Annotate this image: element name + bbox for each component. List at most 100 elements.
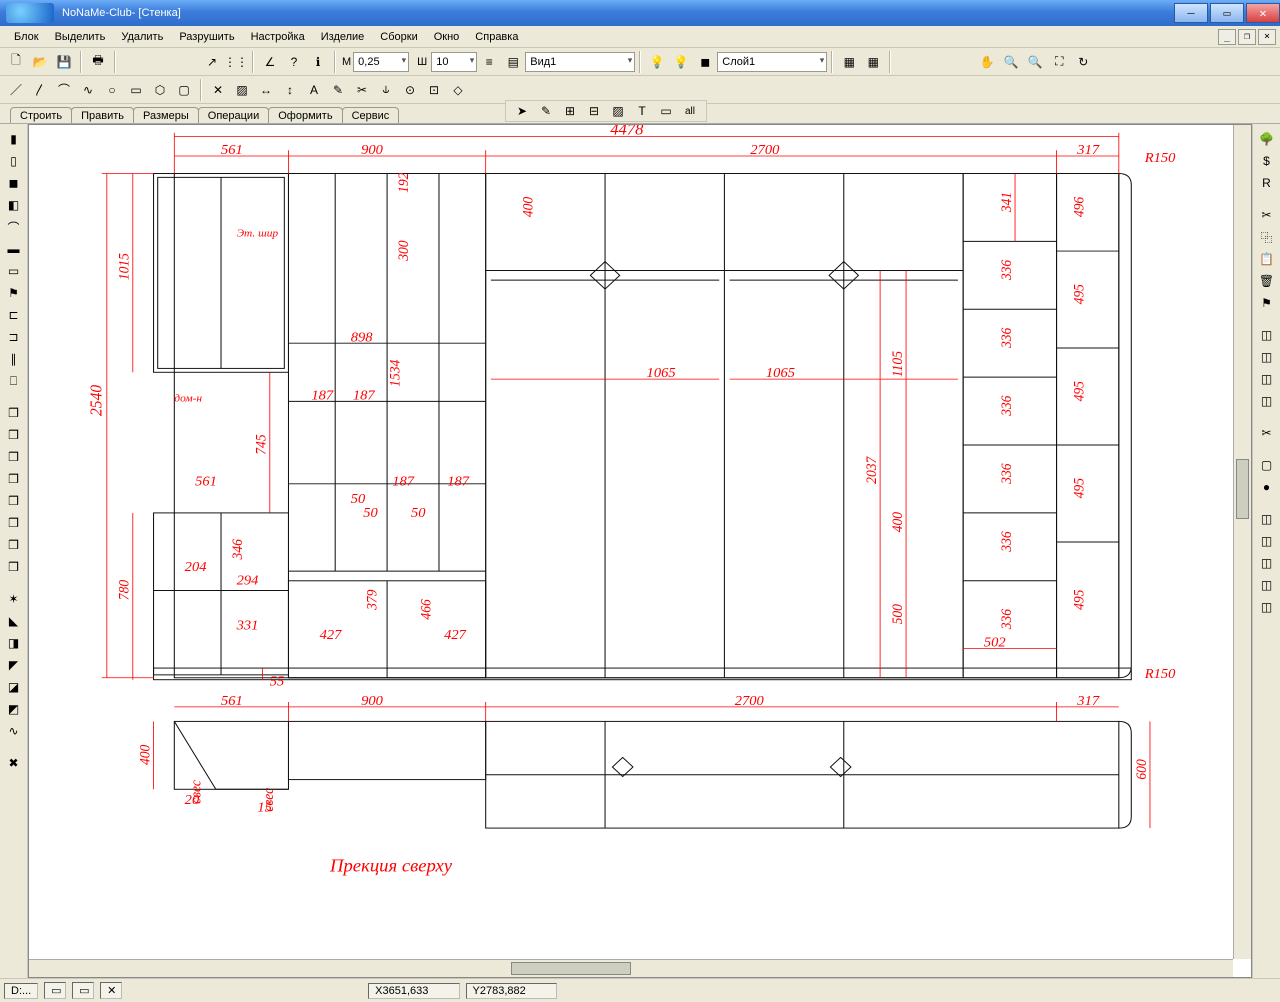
menu-destroy[interactable]: Разрушить — [171, 29, 242, 45]
tab-format[interactable]: Оформить — [268, 107, 342, 123]
tab-service[interactable]: Сервис — [342, 107, 400, 123]
flag-icon[interactable]: ⚑ — [3, 283, 25, 303]
r-sq-icon[interactable]: ▢ — [1256, 455, 1278, 475]
bulb-on-icon[interactable]: 💡 — [646, 51, 668, 73]
panel2-icon[interactable]: ▯ — [3, 151, 25, 171]
tri1-icon[interactable]: ◣ — [3, 611, 25, 631]
help-icon[interactable]: ? — [283, 51, 305, 73]
snap-icon[interactable]: ⊙ — [399, 79, 421, 101]
r-i5-icon[interactable]: ◫ — [1256, 509, 1278, 529]
task-chip[interactable]: D:... — [4, 983, 38, 999]
horizontal-scrollbar[interactable] — [29, 959, 1233, 977]
text-select-icon[interactable]: T — [631, 100, 653, 122]
box3d8-icon[interactable]: ❒ — [3, 557, 25, 577]
plus-select-icon[interactable]: ⊞ — [559, 100, 581, 122]
snap2-icon[interactable]: ⊡ — [423, 79, 445, 101]
w-combo[interactable]: 10 — [431, 52, 477, 72]
mdi-close-button[interactable]: × — [1258, 29, 1276, 45]
menu-select[interactable]: Выделить — [47, 29, 114, 45]
hatch-icon[interactable]: ▨ — [231, 79, 253, 101]
hatch-select-icon[interactable]: ▨ — [607, 100, 629, 122]
menu-block[interactable]: Блок — [6, 29, 47, 45]
dim2-icon[interactable]: ↕ — [279, 79, 301, 101]
r-del-icon[interactable]: 🗑 — [1256, 271, 1278, 291]
text-icon[interactable]: A — [303, 79, 325, 101]
bulb-off-icon[interactable]: 💡 — [670, 51, 692, 73]
edge-icon[interactable]: ∥ — [3, 349, 25, 369]
vertical-scrollbar[interactable] — [1233, 125, 1251, 959]
r-flag-icon[interactable]: ⚑ — [1256, 293, 1278, 313]
all-select-button[interactable]: all — [679, 100, 701, 122]
r-scissors-icon[interactable]: ✂ — [1256, 423, 1278, 443]
box3d5-icon[interactable]: ❒ — [3, 491, 25, 511]
sq2-icon[interactable]: ◪ — [3, 677, 25, 697]
drawer-icon[interactable]: ▭ — [3, 261, 25, 281]
view-combo[interactable]: Вид1 — [525, 52, 635, 72]
menu-assemblies[interactable]: Сборки — [372, 29, 425, 45]
bend-icon[interactable]: ⌒ — [3, 217, 25, 237]
x-value[interactable] — [383, 985, 453, 997]
win2-chip[interactable]: ▭ — [72, 982, 94, 999]
palette2-icon[interactable]: ▦ — [862, 51, 884, 73]
box3d4-icon[interactable]: ❒ — [3, 469, 25, 489]
r-i7-icon[interactable]: ◫ — [1256, 553, 1278, 573]
ex-red-icon[interactable]: ✖ — [3, 753, 25, 773]
r-i2-icon[interactable]: ◫ — [1256, 347, 1278, 367]
r-copy-icon[interactable]: ⿻ — [1256, 227, 1278, 247]
r-cut-icon[interactable]: ✂ — [1256, 205, 1278, 225]
m-combo[interactable]: 0,25 — [353, 52, 409, 72]
r-i3-icon[interactable]: ◫ — [1256, 369, 1278, 389]
win1-chip[interactable]: ▭ — [44, 982, 66, 999]
tri2-icon[interactable]: ◤ — [3, 655, 25, 675]
save-icon[interactable]: 💾 — [53, 51, 75, 73]
r-i9-icon[interactable]: ◫ — [1256, 597, 1278, 617]
r-i8-icon[interactable]: ◫ — [1256, 575, 1278, 595]
sq3-icon[interactable]: ◩ — [3, 699, 25, 719]
layer-combo[interactable]: Слой1 — [717, 52, 827, 72]
win3-chip[interactable]: ✕ — [100, 982, 122, 999]
open-icon[interactable]: 📂 — [29, 51, 51, 73]
color-swatch-icon[interactable]: ◼ — [694, 51, 716, 73]
pan-icon[interactable]: ✋ — [976, 51, 998, 73]
pointer-icon[interactable]: ➤ — [511, 100, 533, 122]
print-icon[interactable]: 🖶 — [87, 51, 109, 73]
shelf-icon[interactable]: ▬ — [3, 239, 25, 259]
y-value[interactable] — [480, 985, 550, 997]
box3d6-icon[interactable]: ❒ — [3, 513, 25, 533]
zoom-icon[interactable]: 🔍 — [1000, 51, 1022, 73]
close-button[interactable]: ✕ — [1246, 3, 1280, 23]
tab-dims[interactable]: Размеры — [133, 107, 199, 123]
polyline-icon[interactable]: 〳 — [29, 79, 51, 101]
circle-icon[interactable]: ○ — [101, 79, 123, 101]
rrect-icon[interactable]: ▢ — [173, 79, 195, 101]
grid-icon[interactable]: ⋮⋮ — [225, 51, 247, 73]
line-icon[interactable]: ／ — [5, 79, 27, 101]
menu-delete[interactable]: Удалить — [113, 29, 171, 45]
redo-view-icon[interactable]: ↻ — [1072, 51, 1094, 73]
menu-settings[interactable]: Настройка — [243, 29, 313, 45]
layers-icon[interactable]: ▤ — [502, 51, 524, 73]
r-tree-icon[interactable]: 🌳 — [1256, 129, 1278, 149]
cut-icon[interactable]: ✂ — [351, 79, 373, 101]
snap3-icon[interactable]: ◇ — [447, 79, 469, 101]
slot2-icon[interactable]: ⊐ — [3, 327, 25, 347]
pen-icon[interactable]: ✎ — [327, 79, 349, 101]
dim-icon[interactable]: ↔ — [255, 79, 277, 101]
r-dot-icon[interactable]: ● — [1256, 477, 1278, 497]
sq1-icon[interactable]: ◨ — [3, 633, 25, 653]
canvas[interactable]: 4478 561 900 2700 317 R150 R150 2540 — [28, 124, 1252, 978]
mdi-min-button[interactable]: _ — [1218, 29, 1236, 45]
r-r-icon[interactable]: R — [1256, 173, 1278, 193]
tab-ops[interactable]: Операции — [198, 107, 269, 123]
panel3-icon[interactable]: ◼ — [3, 173, 25, 193]
r-i1-icon[interactable]: ◫ — [1256, 325, 1278, 345]
menu-product[interactable]: Изделие — [313, 29, 373, 45]
box3d1-icon[interactable]: ❒ — [3, 403, 25, 423]
tab-edit[interactable]: Править — [71, 107, 134, 123]
kick-icon[interactable]: ⎕ — [3, 371, 25, 391]
angle-icon[interactable]: ∠ — [259, 51, 281, 73]
menu-window[interactable]: Окно — [426, 29, 468, 45]
coord-icon[interactable]: ↗ — [201, 51, 223, 73]
r-dollar-icon[interactable]: $ — [1256, 151, 1278, 171]
minimize-button[interactable]: — — [1174, 3, 1208, 23]
